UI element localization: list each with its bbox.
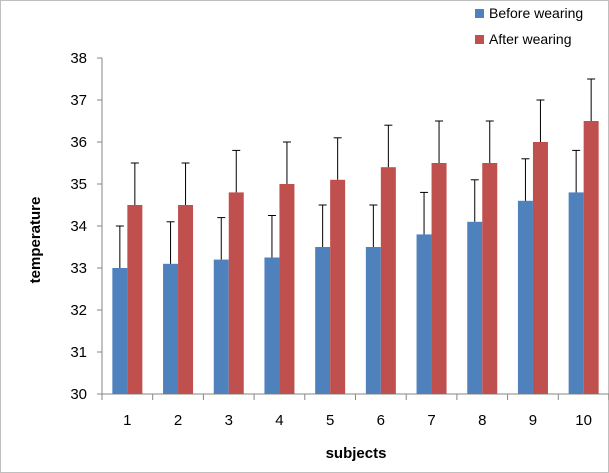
bar-before-wearing bbox=[163, 263, 179, 394]
y-axis: 30 31 32 33 34 35 36 37 38 bbox=[70, 50, 103, 403]
bar-after-wearing bbox=[532, 142, 548, 394]
y-tick-label: 31 bbox=[70, 344, 87, 361]
x-tick-label: 9 bbox=[529, 412, 537, 429]
legend-label: After wearing bbox=[489, 31, 571, 47]
y-tick-label: 34 bbox=[70, 218, 87, 235]
bar-before-wearing bbox=[568, 192, 584, 394]
bar-after-wearing bbox=[431, 163, 447, 394]
bar-before-wearing bbox=[365, 247, 381, 394]
bar-after-wearing bbox=[583, 121, 599, 394]
y-axis-title: temperature bbox=[27, 197, 44, 284]
bar-after-wearing bbox=[330, 179, 346, 394]
bar-before-wearing bbox=[112, 268, 128, 394]
y-tick-label: 32 bbox=[70, 302, 87, 319]
bar-before-wearing bbox=[264, 257, 280, 394]
x-axis: 1 2 3 4 5 6 7 8 9 10 bbox=[101, 393, 609, 429]
y-tick-label: 36 bbox=[70, 134, 87, 151]
x-tick-label: 10 bbox=[575, 412, 592, 429]
legend: Before wearing After wearing bbox=[475, 5, 583, 47]
bar-after-wearing bbox=[279, 184, 295, 394]
y-tick-label: 30 bbox=[70, 386, 87, 403]
y-tick-label: 33 bbox=[70, 260, 87, 277]
x-axis-title: subjects bbox=[326, 445, 387, 462]
x-tick-label: 2 bbox=[174, 412, 182, 429]
legend-swatch bbox=[475, 9, 484, 18]
error-bars bbox=[115, 78, 596, 268]
y-tick-label: 35 bbox=[70, 176, 87, 193]
bar-after-wearing bbox=[127, 205, 143, 394]
x-tick-label: 5 bbox=[326, 412, 334, 429]
x-tick-label: 4 bbox=[275, 412, 283, 429]
bar-before-wearing bbox=[467, 221, 483, 394]
legend-swatch bbox=[475, 35, 484, 44]
x-tick-label: 1 bbox=[123, 412, 131, 429]
x-tick-label: 3 bbox=[225, 412, 233, 429]
bar-after-wearing bbox=[482, 163, 498, 394]
bar-before-wearing bbox=[315, 247, 331, 394]
y-tick-label: 37 bbox=[70, 92, 87, 109]
y-tick-label: 38 bbox=[70, 50, 87, 67]
bar-after-wearing bbox=[228, 192, 244, 394]
bars bbox=[112, 121, 599, 394]
x-tick-label: 6 bbox=[377, 412, 385, 429]
bar-before-wearing bbox=[213, 259, 229, 394]
legend-label: Before wearing bbox=[489, 5, 583, 21]
x-tick-label: 7 bbox=[427, 412, 435, 429]
bar-before-wearing bbox=[416, 234, 432, 394]
bar-after-wearing bbox=[178, 205, 194, 394]
bar-before-wearing bbox=[517, 200, 533, 394]
bar-after-wearing bbox=[380, 167, 396, 394]
x-tick-label: 8 bbox=[478, 412, 486, 429]
